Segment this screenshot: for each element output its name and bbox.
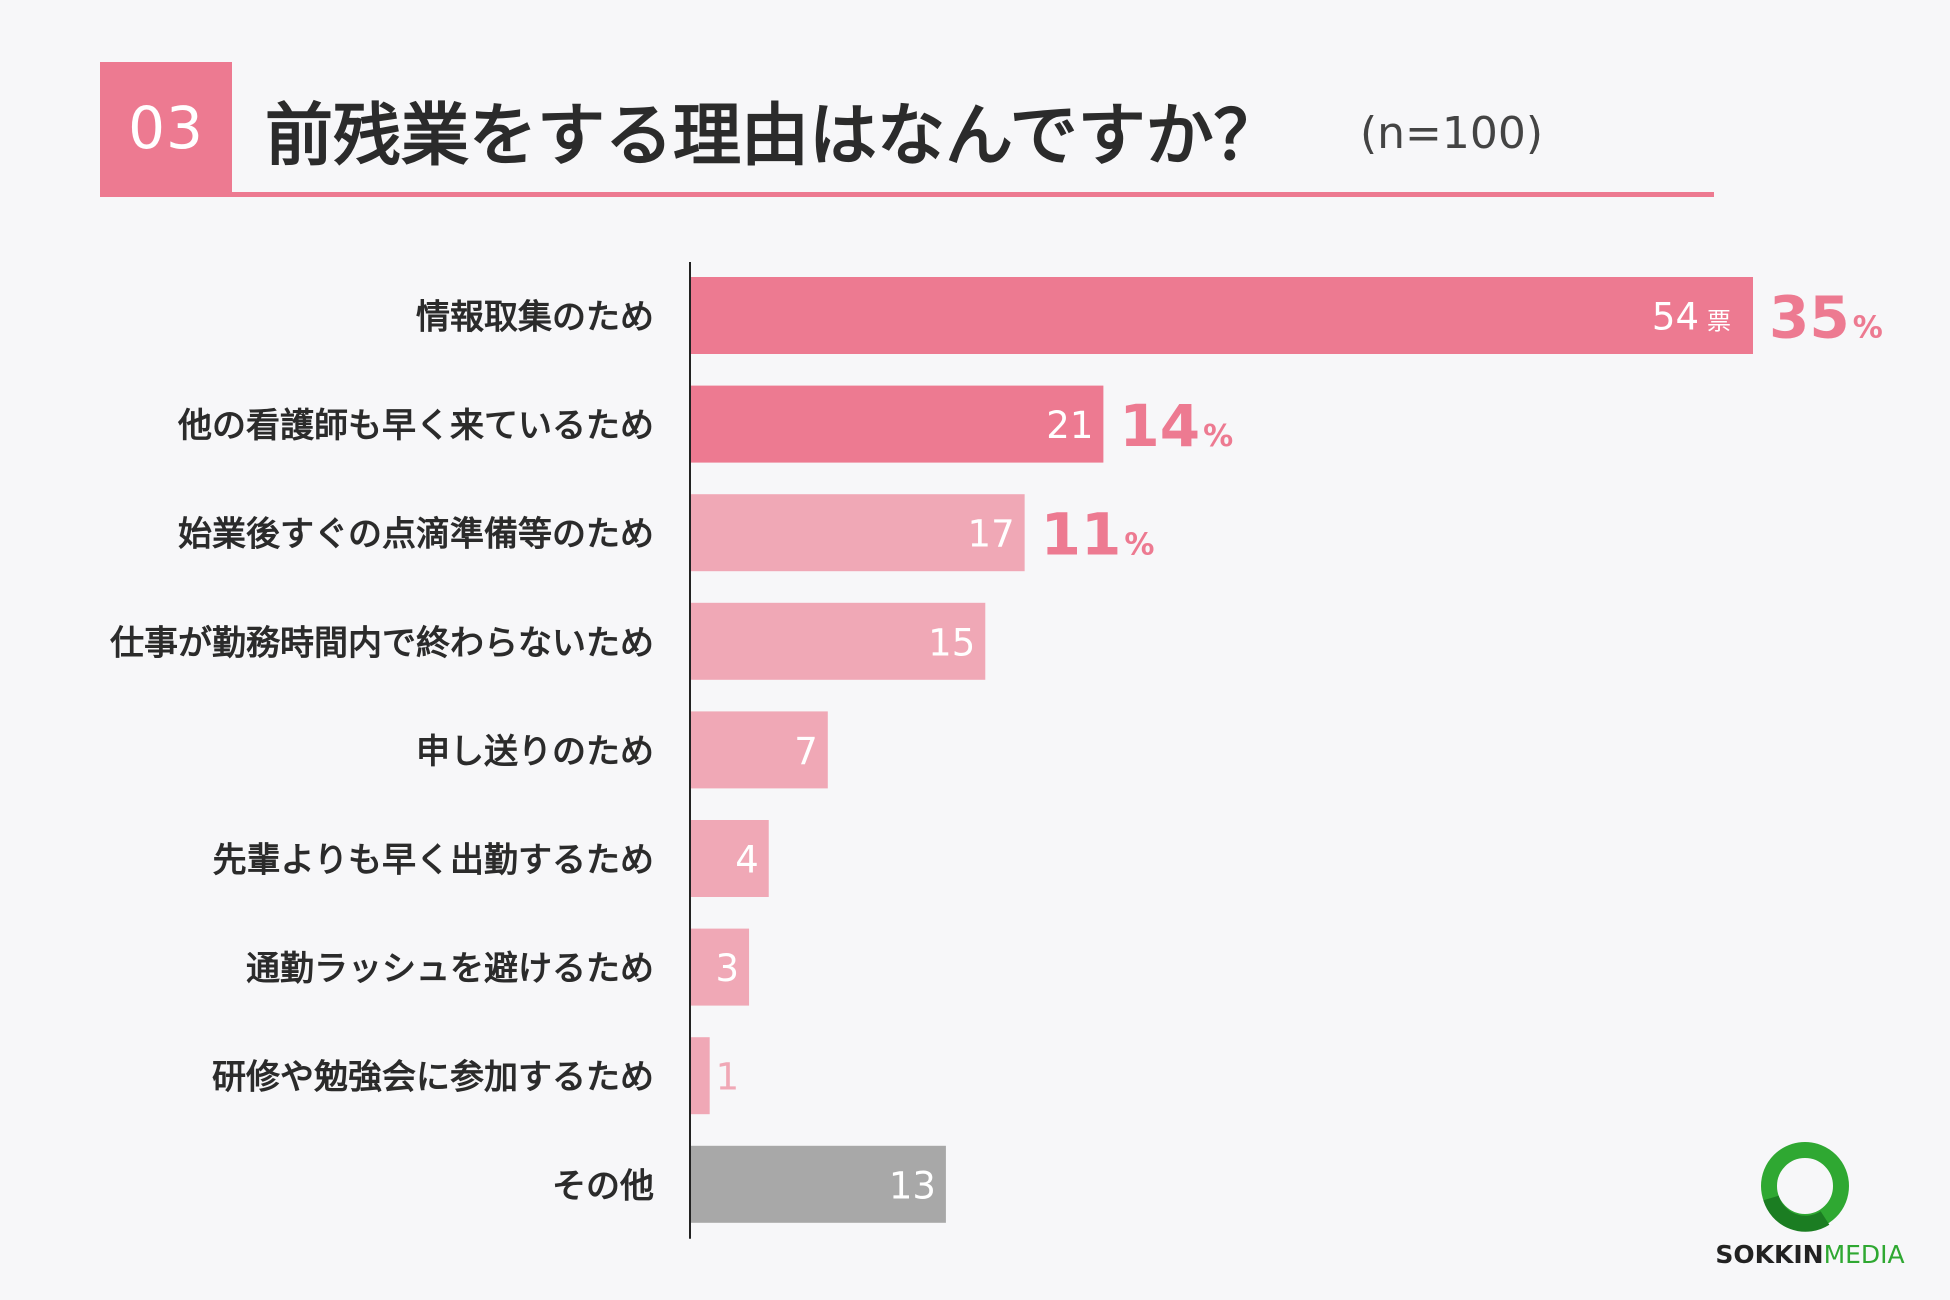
bar-5: [690, 711, 828, 789]
header: 03 前残業をする理由はなんですか？ (n=100): [0, 0, 1950, 200]
chart-title: 前残業をする理由はなんですか？: [265, 97, 1282, 176]
value-label-1: 54 票: [1652, 296, 1731, 339]
value-label-8: 1: [716, 1056, 740, 1099]
question-number-badge: 03: [100, 62, 232, 194]
bar-3: [690, 494, 1025, 572]
category-label-1: 情報取集のため: [416, 298, 654, 338]
percent-unit-label-3: %: [1124, 528, 1154, 563]
value-label-5: 7: [794, 730, 818, 773]
logo-ring-icon: [1761, 1142, 1849, 1232]
sokkin-media-logo: SOKKINMEDIA: [1700, 1138, 1920, 1278]
percent-unit-label-2: %: [1203, 419, 1233, 454]
value-label-9: 13: [889, 1164, 936, 1207]
percent-label-1: 35%: [1769, 284, 1883, 352]
percent-label-3: 11%: [1041, 501, 1155, 569]
bar-4: [690, 602, 986, 680]
category-label-5: 申し送りのため: [416, 732, 654, 772]
category-label-8: 研修や勉強会に参加するため: [212, 1058, 654, 1098]
value-label-7: 3: [716, 947, 740, 990]
header-underline: [100, 192, 1714, 197]
bar-9: [690, 1145, 946, 1223]
sample-size: (n=100): [1360, 108, 1544, 159]
logo-text: SOKKINMEDIA: [1700, 1240, 1920, 1269]
category-label-3: 始業後すぐの点滴準備等のため: [178, 515, 654, 555]
vote-unit-label: 票: [1707, 308, 1731, 336]
bar-6: [690, 820, 769, 897]
logo-text-sokkin: SOKKIN: [1715, 1240, 1824, 1269]
value-label-4: 15: [928, 621, 975, 664]
category-label-9: その他: [552, 1166, 654, 1206]
percent-unit-label-1: %: [1853, 311, 1883, 346]
value-label-2: 21: [1046, 404, 1093, 447]
value-label-6: 4: [735, 839, 759, 882]
value-label-3: 17: [968, 513, 1015, 556]
category-label-2: 他の看護師も早く来ているため: [177, 406, 654, 446]
bar-7: [690, 928, 750, 1006]
category-label-6: 先輩よりも早く出勤するため: [213, 841, 654, 881]
bar-2: [690, 385, 1104, 463]
percent-label-2: 14%: [1119, 392, 1233, 460]
question-number: 03: [128, 94, 204, 162]
bar-1: [690, 277, 1753, 354]
category-label-4: 仕事が勤務時間内で終わらないため: [110, 623, 654, 663]
bar-8: [690, 1037, 710, 1115]
logo-text-media: MEDIA: [1823, 1240, 1905, 1269]
category-label-7: 通勤ラッシュを避けるため: [246, 949, 654, 989]
